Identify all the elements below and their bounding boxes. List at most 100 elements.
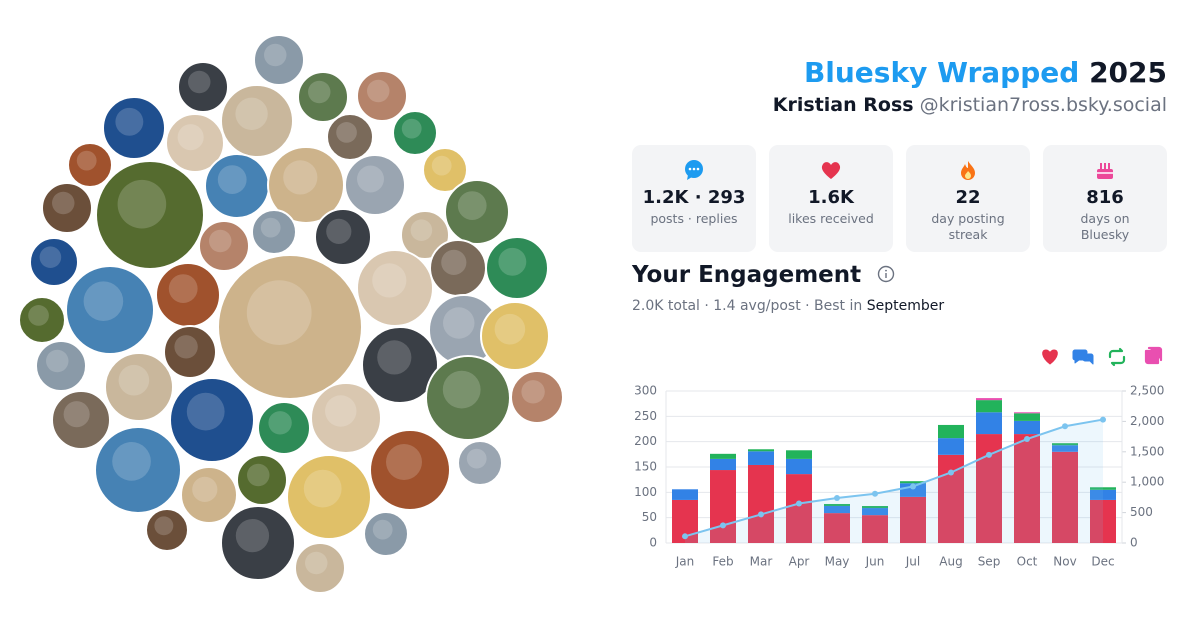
avatar-highlight bbox=[177, 124, 204, 151]
legend-icon bbox=[1072, 349, 1094, 365]
avatar bbox=[253, 34, 305, 86]
avatar bbox=[297, 71, 349, 123]
icon-fire bbox=[961, 161, 975, 180]
avatar-highlight bbox=[386, 444, 422, 480]
y2-tick-label: 2,500 bbox=[1130, 384, 1164, 398]
stat-card: 816 days on Bluesky bbox=[1043, 145, 1167, 252]
avatar bbox=[294, 542, 346, 594]
stat-label: days on Bluesky bbox=[1080, 211, 1130, 242]
avatar bbox=[444, 179, 510, 245]
bar-segment bbox=[748, 464, 774, 543]
avatar-highlight bbox=[209, 229, 232, 253]
bar-segment bbox=[1052, 451, 1078, 543]
cumulative-line bbox=[684, 418, 1104, 538]
icon-chat bbox=[685, 160, 703, 180]
bar-segment bbox=[1014, 412, 1040, 414]
title-text: Bluesky Wrapped bbox=[803, 56, 1080, 89]
avatar-highlight bbox=[441, 249, 467, 275]
bar-segment bbox=[824, 506, 850, 514]
avatar-highlight bbox=[325, 395, 357, 427]
line-point bbox=[1062, 423, 1068, 430]
y2-tick-label: 1,500 bbox=[1130, 444, 1164, 458]
line-point bbox=[872, 490, 878, 497]
avatar-highlight bbox=[498, 247, 527, 276]
avatar bbox=[217, 254, 363, 400]
avatar bbox=[356, 70, 408, 122]
bar-segment bbox=[786, 450, 812, 459]
avatar-highlight bbox=[367, 79, 390, 103]
legend-icon bbox=[1108, 347, 1126, 367]
avatar-highlight bbox=[305, 551, 328, 575]
title-year: 2025 bbox=[1089, 56, 1167, 89]
bar-segment bbox=[786, 458, 812, 475]
line-point bbox=[986, 451, 992, 458]
avatar bbox=[251, 209, 297, 255]
bar-segment bbox=[976, 412, 1002, 435]
bar-segment bbox=[1052, 443, 1078, 446]
engagement-chart: 0 50 100 150 200 250 300 0 500 1,000 1,500 2,000 2,5… bbox=[634, 346, 1164, 569]
avatar-highlight bbox=[154, 516, 174, 536]
avatar-highlight bbox=[83, 281, 124, 322]
avatar-highlight bbox=[457, 191, 487, 221]
stat-card: 22 day posting streak bbox=[906, 145, 1030, 252]
avatar bbox=[198, 220, 250, 272]
avatar bbox=[35, 340, 87, 392]
info-icon[interactable] bbox=[877, 265, 895, 283]
avatar-highlight bbox=[46, 349, 69, 373]
user-line: Kristian Ross @kristian7ross.bsky.social bbox=[773, 94, 1167, 116]
avatar-highlight bbox=[112, 442, 151, 481]
x-tick-label: Jul bbox=[905, 555, 920, 569]
bar-segment bbox=[824, 503, 850, 507]
best-month: September bbox=[866, 298, 945, 314]
avatar bbox=[94, 426, 182, 514]
avatar bbox=[104, 352, 174, 422]
avatar bbox=[102, 96, 166, 160]
avatar bbox=[363, 511, 409, 557]
avatar-highlight bbox=[372, 263, 407, 298]
avatar-highlight bbox=[326, 218, 352, 244]
line-point bbox=[682, 533, 688, 540]
stat-value: 1.6K bbox=[808, 187, 854, 208]
avatar-highlight bbox=[401, 118, 422, 139]
engagement-summary: 2.0K total · 1.4 avg/post · Best in Sept… bbox=[632, 298, 944, 314]
avatar-highlight bbox=[443, 307, 475, 339]
bar-segment bbox=[862, 508, 888, 516]
avatar bbox=[356, 249, 434, 327]
avatar bbox=[163, 325, 217, 379]
avatar-highlight bbox=[357, 165, 384, 193]
bar-segment bbox=[976, 400, 1002, 413]
bar-segment bbox=[1014, 420, 1040, 435]
legend-icon bbox=[1144, 346, 1163, 365]
y2-tick-label: 500 bbox=[1130, 505, 1153, 519]
x-tick-label: Aug bbox=[939, 555, 962, 569]
bar-segment bbox=[938, 438, 964, 455]
stat-label: day posting streak bbox=[931, 211, 1005, 242]
avatar-highlight bbox=[521, 380, 545, 404]
x-tick-label: Mar bbox=[750, 555, 773, 569]
bar-segment bbox=[862, 506, 888, 509]
avatar bbox=[67, 142, 113, 188]
line-point bbox=[948, 469, 954, 476]
avatar-highlight bbox=[28, 305, 49, 326]
bar-segment bbox=[900, 483, 926, 497]
avatar-highlight bbox=[76, 150, 97, 171]
line-point bbox=[1100, 416, 1106, 423]
avatar bbox=[314, 208, 372, 266]
avatar bbox=[400, 210, 450, 260]
avatar-highlight bbox=[268, 411, 292, 435]
legend-icon bbox=[1042, 349, 1058, 365]
stat-value: 1.2K · 293 bbox=[642, 187, 746, 208]
avatar-highlight bbox=[118, 364, 150, 396]
bar-segment bbox=[900, 481, 926, 484]
avatar bbox=[361, 326, 439, 404]
y-tick-label: 0 bbox=[649, 536, 657, 550]
avatar-highlight bbox=[283, 160, 318, 195]
stat-value: 22 bbox=[955, 187, 981, 208]
stat-label: posts · replies bbox=[650, 211, 738, 226]
avatar-highlight bbox=[336, 122, 357, 143]
avatar bbox=[169, 377, 255, 463]
avatar bbox=[326, 113, 374, 161]
avatar bbox=[145, 508, 189, 552]
bar-segment bbox=[938, 424, 964, 439]
avatar bbox=[165, 113, 225, 173]
